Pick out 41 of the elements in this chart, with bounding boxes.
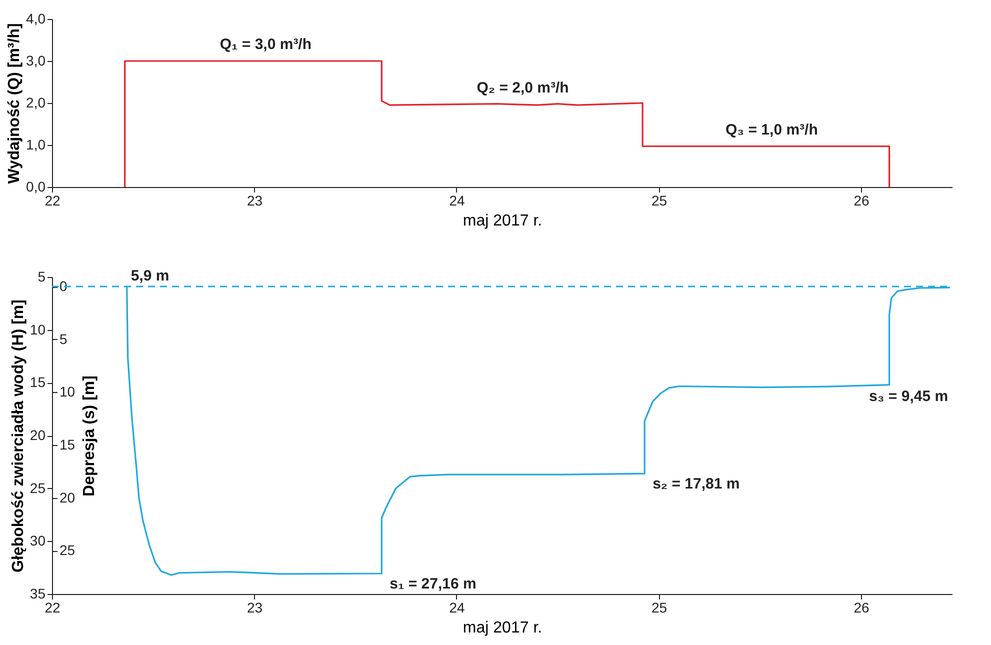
x-tick-label: 22 — [44, 192, 60, 208]
annotation: s₂ = 17,81 m — [652, 476, 740, 493]
x-tick-label: 25 — [651, 600, 668, 616]
y2-tick-label: 0 — [60, 278, 68, 294]
annotation: Q₃ = 1,0 m³/h — [725, 121, 818, 138]
ref-line-label: 5,9 m — [130, 268, 170, 285]
y-tick-label: 3,0 — [26, 52, 46, 68]
y-tick-label: 5 — [38, 268, 46, 284]
y-axis-title: Wydajność (Q) [m³/h] — [6, 23, 24, 184]
y2-tick-label: 25 — [60, 542, 76, 558]
annotation: Q₁ = 3,0 m³/h — [220, 36, 312, 53]
annotation: Q₂ = 2,0 m³/h — [476, 79, 569, 96]
y-tick-label: 0,0 — [26, 178, 46, 194]
x-axis-title: maj 2017 r. — [462, 212, 542, 230]
annotation: s₁ = 27,16 m — [390, 576, 476, 592]
y-tick-label: 30 — [30, 532, 46, 549]
y2-axis-title: Depresja (s) [m] — [81, 376, 98, 496]
y-tick-label: 10 — [30, 321, 46, 338]
x-tick-label: 26 — [854, 192, 870, 208]
y2-tick-label: 15 — [60, 436, 76, 453]
y2-tick-label: 20 — [60, 489, 76, 506]
y-tick-label: 35 — [30, 586, 46, 602]
y-tick-label: 15 — [30, 374, 46, 390]
y2-tick-label: 10 — [60, 384, 76, 400]
y2-tick-label: 5 — [60, 330, 68, 347]
y-tick-label: 1,0 — [26, 136, 46, 152]
x-tick-label: 22 — [44, 600, 60, 616]
line-series — [124, 60, 890, 188]
x-tick-label: 25 — [651, 192, 668, 208]
x-axis-title: maj 2017 r. — [462, 620, 542, 636]
y-axis-title: Głębokość zwierciadła wody (H) [m] — [10, 300, 27, 572]
x-tick-label: 26 — [854, 600, 870, 616]
annotation: s₃ = 9,45 m — [868, 388, 948, 405]
x-tick-label: 24 — [449, 192, 465, 208]
x-tick-label: 24 — [449, 600, 465, 616]
y-tick-label: 20 — [30, 427, 46, 443]
y-tick-label: 25 — [30, 480, 46, 496]
x-tick-label: 23 — [246, 192, 263, 208]
y-tick-label: 2,0 — [26, 94, 46, 110]
x-tick-label: 23 — [246, 600, 263, 616]
y-tick-label: 4,0 — [26, 10, 46, 26]
